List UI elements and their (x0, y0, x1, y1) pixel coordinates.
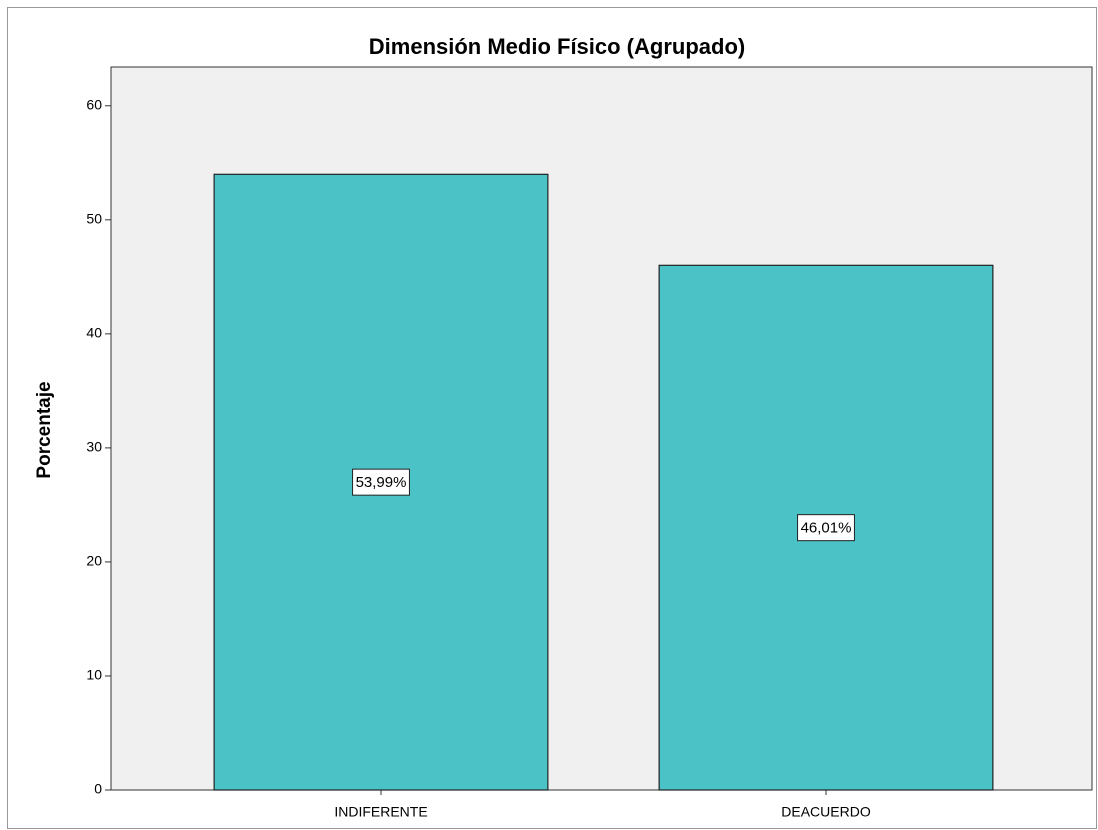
y-tick-label: 30 (86, 439, 102, 455)
y-tick-label: 60 (86, 96, 102, 112)
y-tick-label: 50 (86, 211, 102, 227)
value-label-box (352, 468, 410, 496)
y-tick-label: 20 (86, 553, 102, 569)
chart-title: Dimensión Medio Físico (Agrupado) (369, 34, 745, 59)
value-label-box (797, 514, 855, 542)
x-tick-label: INDIFERENTE (334, 804, 427, 820)
y-tick-label: 10 (86, 667, 102, 683)
value-label: 46,01% (801, 520, 852, 537)
y-tick-label: 40 (86, 325, 102, 341)
y-axis-label: Porcentaje (34, 381, 55, 478)
value-label: 53,99% (356, 474, 407, 491)
x-tick-label: DEACUERDO (781, 804, 871, 820)
y-tick-label: 0 (94, 781, 102, 797)
